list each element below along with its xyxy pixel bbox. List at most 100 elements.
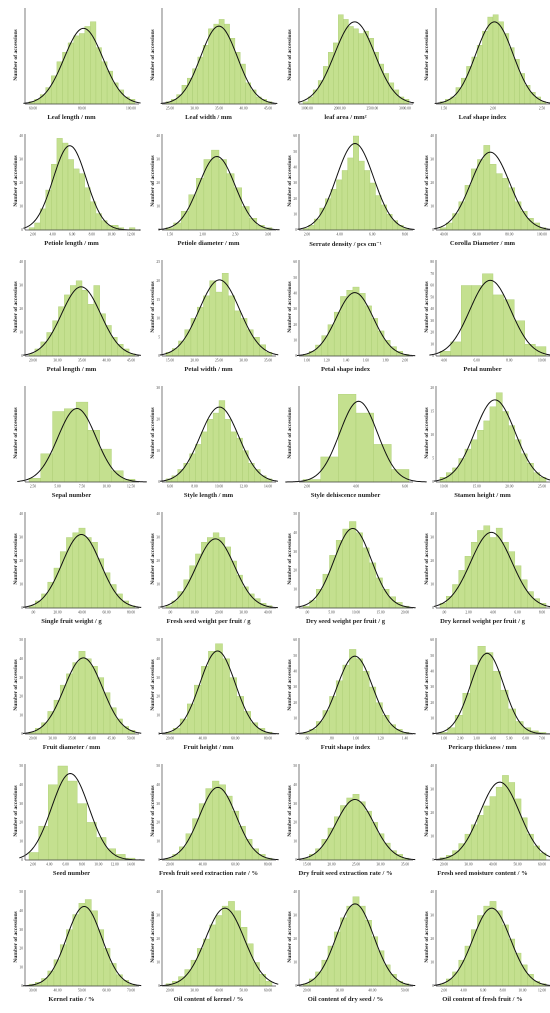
histogram-bar bbox=[495, 392, 503, 483]
histogram-bar bbox=[365, 810, 372, 861]
x-tick-label: 1.50 bbox=[441, 107, 447, 111]
x-tick-label: 1.00 bbox=[353, 737, 359, 741]
histogram-bar bbox=[64, 294, 71, 357]
histogram-bar bbox=[91, 666, 98, 735]
y-tick-label: 20 bbox=[293, 569, 297, 573]
histogram-bar bbox=[498, 21, 504, 105]
y-axis-label: Number of accessions bbox=[150, 911, 156, 963]
y-axis-label: Number of accessions bbox=[13, 911, 19, 963]
histogram-bar bbox=[364, 170, 371, 231]
x-tick-label: 2.50 bbox=[232, 233, 238, 237]
y-tick-label: 0 bbox=[158, 354, 160, 358]
histogram-bar bbox=[502, 411, 509, 483]
y-tick-label: 20 bbox=[430, 811, 434, 815]
x-tick-label: 45.00 bbox=[264, 107, 272, 111]
y-tick-label: 10 bbox=[156, 961, 160, 965]
x-tick-label: 1.40 bbox=[402, 737, 408, 741]
x-tick-label: 10.00 bbox=[190, 611, 198, 615]
histogram-panel: 0 10 20 30 40 50 30.00 40.00 50.00 60.00 70.00 Numb… bbox=[3, 884, 142, 1010]
normal-curve bbox=[158, 155, 280, 231]
y-tick-label: 20 bbox=[430, 937, 434, 941]
histogram-svg: 60.00 80.00 100.00 bbox=[23, 8, 141, 111]
histogram-panel: 0 10 20 30 40 50 60 1.00 1.20 1.40 1.60 1.80 2.00 Num… bbox=[277, 254, 416, 380]
x-tick-label: 8.00 bbox=[79, 863, 85, 867]
histogram-bar bbox=[201, 542, 208, 609]
histogram-bar bbox=[234, 910, 242, 987]
histogram-bar bbox=[79, 33, 85, 105]
y-tick-label: 10 bbox=[430, 433, 434, 437]
y-tick-label: 30 bbox=[430, 914, 434, 918]
y-tick-label: 40 bbox=[156, 783, 160, 787]
histogram-bar bbox=[225, 795, 233, 861]
y-tick-label: 20 bbox=[430, 331, 434, 335]
x-tick-label: 30.00 bbox=[376, 863, 384, 867]
x-tick-label: 40.00 bbox=[489, 863, 497, 867]
y-tick-label: 10 bbox=[293, 587, 297, 591]
x-tick-label: 60.00 bbox=[231, 863, 239, 867]
histogram-bar bbox=[86, 822, 97, 861]
x-tick-label: 35.00 bbox=[68, 737, 76, 741]
y-tick-label: 0 bbox=[21, 228, 23, 232]
y-tick-label: 30 bbox=[430, 788, 434, 792]
y-tick-label: 50 bbox=[293, 654, 297, 658]
x-tick-label: 2.00 bbox=[30, 233, 36, 237]
x-tick-label: 12.00 bbox=[111, 863, 119, 867]
y-tick-label: 30 bbox=[293, 914, 297, 918]
histogram-bar bbox=[209, 924, 217, 987]
histogram-bar bbox=[90, 201, 97, 231]
histogram-bar bbox=[439, 227, 447, 231]
x-tick-label: 25.00 bbox=[215, 359, 223, 363]
x-axis-label: Oil content of dry seed / % bbox=[307, 996, 384, 1003]
y-axis-label: Number of accessions bbox=[150, 29, 156, 81]
x-tick-label: 7.50 bbox=[79, 485, 85, 489]
histogram-bar bbox=[495, 173, 503, 231]
histogram-bar bbox=[527, 974, 534, 987]
histogram-bar bbox=[84, 187, 91, 231]
x-tick-label: 8.00 bbox=[89, 233, 95, 237]
y-axis-label: Number of accessions bbox=[150, 407, 156, 459]
y-tick-label: 0 bbox=[21, 354, 23, 358]
histogram-bar bbox=[212, 780, 220, 861]
histogram-panel: 0 10 20 30 40 50 .00 5.00 10.00 15.00 20.00 Number … bbox=[277, 506, 416, 632]
x-tick-label: 1.20 bbox=[377, 737, 383, 741]
x-tick-label: 2.00 bbox=[30, 863, 36, 867]
x-tick-label: 60.00 bbox=[538, 863, 546, 867]
histogram-bar bbox=[470, 542, 478, 609]
x-tick-label: 6.00 bbox=[69, 233, 75, 237]
y-tick-label: 10 bbox=[19, 205, 23, 209]
y-tick-label: 0 bbox=[21, 606, 23, 610]
histogram-bar bbox=[340, 917, 347, 987]
x-tick-label: 6.00 bbox=[167, 485, 173, 489]
histogram-svg: 0 10 20 30 40 20.00 30.00 40.00 50.00 bbox=[293, 890, 416, 993]
histogram-bar bbox=[34, 222, 41, 231]
y-axis-label: Number of accessions bbox=[424, 281, 430, 333]
x-tick-label: 10.00 bbox=[107, 233, 115, 237]
x-tick-label: 60.00 bbox=[473, 233, 481, 237]
histogram-bar bbox=[514, 565, 522, 609]
histogram-svg: 0 10 20 30 40 50 60 2.00 4.00 6.00 8.00 bbox=[293, 134, 415, 237]
x-tick-label: 20.00 bbox=[166, 737, 174, 741]
y-tick-label: 0 bbox=[158, 858, 160, 862]
histogram-bar bbox=[213, 23, 220, 105]
histogram-bar bbox=[352, 286, 360, 357]
histogram-bar bbox=[362, 671, 370, 735]
histogram-bar bbox=[358, 905, 366, 987]
y-tick-label: 15 bbox=[156, 298, 160, 302]
histogram-bar bbox=[229, 677, 237, 735]
y-tick-label: 40 bbox=[430, 512, 434, 516]
histogram-bar bbox=[503, 299, 515, 357]
y-tick-label: 30 bbox=[156, 914, 160, 918]
y-axis-label: Number of accessions bbox=[287, 155, 293, 207]
x-tick-label: 35.00 bbox=[215, 107, 223, 111]
histogram-bar bbox=[346, 797, 354, 861]
x-tick-label: 3.00 bbox=[265, 233, 271, 237]
histogram-bar bbox=[458, 843, 466, 861]
histogram-bar bbox=[236, 574, 243, 609]
y-tick-label: 0 bbox=[295, 354, 297, 358]
histogram-bar bbox=[218, 400, 226, 483]
x-axis-label: Leaf width / mm bbox=[185, 114, 232, 121]
y-tick-label: 0 bbox=[432, 354, 434, 358]
x-tick-label: 4.00 bbox=[337, 233, 343, 237]
normal-curve bbox=[19, 773, 145, 861]
histogram-bar bbox=[349, 649, 357, 735]
